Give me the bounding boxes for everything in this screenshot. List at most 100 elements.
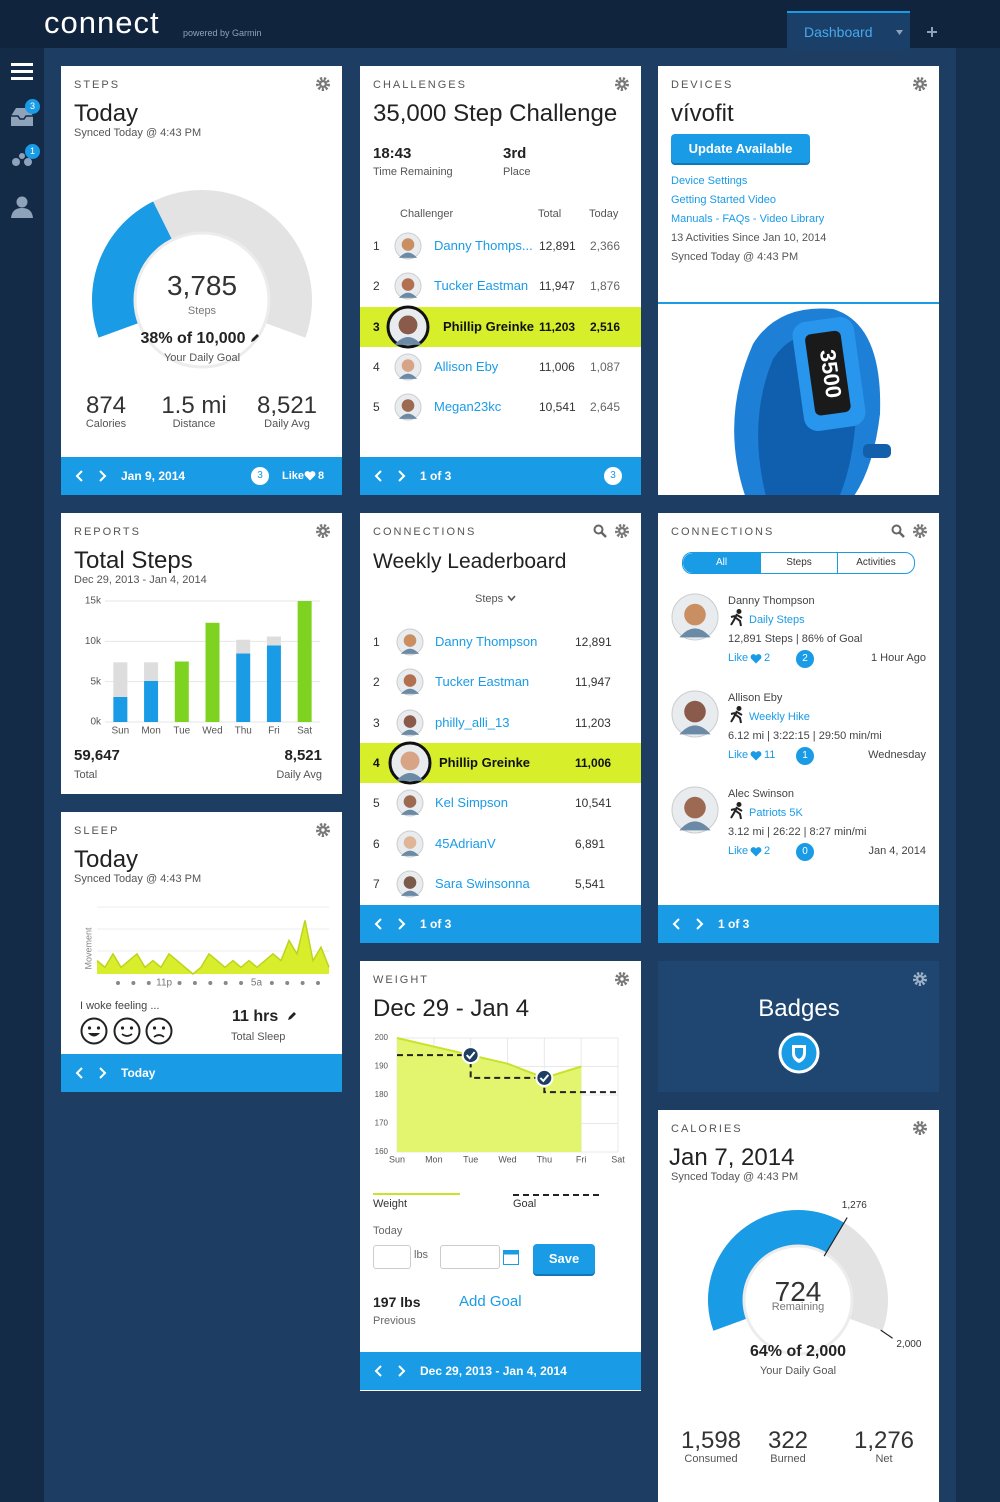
time-dot [192,981,197,985]
avatar[interactable] [396,668,424,696]
bar [205,622,220,722]
save-button[interactable]: Save [533,1244,595,1274]
activity-icon [730,705,743,723]
next-arrow[interactable] [397,918,406,930]
avatar[interactable] [396,709,424,737]
filter-tab[interactable]: All [683,553,760,573]
like-button[interactable]: Like [728,652,749,664]
like-button[interactable]: Like [728,748,749,761]
edit-icon[interactable] [250,333,260,343]
calendar-icon[interactable] [503,1248,519,1265]
dashboard-tab[interactable]: Dashboard [787,11,910,50]
challenger-name[interactable]: Danny Thomps... [434,238,533,253]
prev-arrow[interactable] [75,1067,84,1079]
avatar[interactable] [671,593,719,641]
mood-face[interactable] [113,1017,141,1045]
mood-face[interactable] [80,1017,108,1045]
settings-gear[interactable] [615,972,629,986]
prev-arrow[interactable] [672,918,681,930]
filter-tab[interactable]: Steps [760,553,837,573]
avatar[interactable] [396,870,424,898]
next-arrow[interactable] [98,1067,107,1079]
prev-arrow[interactable] [374,1365,383,1377]
avatar[interactable] [394,353,422,381]
update-button[interactable]: Update Available [671,134,810,163]
device-link[interactable]: Getting Started Video [671,194,776,206]
dropdown-caret[interactable] [507,595,516,602]
comment-count[interactable]: 2 [796,650,814,668]
weight-input[interactable] [373,1245,411,1269]
menu-icon[interactable] [11,63,33,81]
next-arrow[interactable] [98,470,107,482]
next-arrow[interactable] [695,918,704,930]
prev-arrow[interactable] [75,470,84,482]
card-title: Badges [758,995,840,1022]
challenger-name[interactable]: Allison Eby [434,358,499,374]
prev-arrow[interactable] [374,470,383,482]
connections-icon[interactable] [11,152,33,168]
badge-icon[interactable] [778,1032,820,1074]
activity-link[interactable]: Patriots 5K [749,807,803,819]
avatar[interactable] [396,830,424,858]
member-name[interactable]: Sara Swinsonna [435,875,530,891]
member-name[interactable]: Tucker Eastman [435,674,530,690]
prev-arrow[interactable] [374,918,383,930]
connections-badge[interactable]: 1 [25,144,40,159]
challenger-name[interactable]: Tucker Eastman [434,278,529,294]
add-tab[interactable] [927,27,937,37]
avatar[interactable] [394,272,422,300]
inbox-badge[interactable]: 3 [25,99,40,114]
comment-count[interactable]: 0 [796,843,814,861]
activity-link[interactable]: Weekly Hike [749,710,810,723]
search-icon[interactable] [891,524,905,538]
member-name[interactable]: Danny Thompson [435,634,538,649]
search-icon[interactable] [593,524,607,538]
member-name[interactable]: philly_alli_13 [435,714,510,730]
activity-link[interactable]: Daily Steps [749,614,805,626]
challenger-name[interactable]: Phillip Greinke [443,318,535,334]
settings-gear[interactable] [913,972,927,986]
settings-gear[interactable] [316,77,330,91]
mood-face[interactable] [145,1017,173,1045]
settings-gear[interactable] [316,524,330,538]
tab-dropdown[interactable] [896,30,903,35]
avatar[interactable] [386,305,430,349]
comment-count[interactable]: 1 [796,746,814,765]
rank: 1 [373,239,380,253]
device-link[interactable]: Manuals - FAQs - Video Library [671,213,825,225]
next-arrow[interactable] [397,470,406,482]
avatar[interactable] [396,628,424,656]
avatar[interactable] [671,786,719,834]
avatar[interactable] [394,393,422,421]
settings-gear[interactable] [615,77,629,91]
member-name[interactable]: 45AdrianV [435,835,496,851]
metric-dropdown[interactable]: Steps [475,593,504,605]
profile-icon[interactable] [11,196,33,218]
device-link[interactable]: Device Settings [671,175,748,187]
member-name[interactable]: Phillip Greinke [439,754,531,770]
avatar[interactable] [671,690,719,738]
settings-gear[interactable] [615,524,629,538]
like-button[interactable]: Like [282,470,305,482]
settings-gear[interactable] [913,1121,927,1135]
next-arrow[interactable] [397,1365,406,1377]
settings-gear[interactable] [913,77,927,91]
comment-count[interactable]: 3 [604,467,622,485]
avatar[interactable] [388,741,432,785]
edit-icon[interactable] [287,1011,297,1021]
avatar[interactable] [394,232,422,260]
filter-tab[interactable]: Activities [837,553,914,573]
goal-caption: Your Daily Goal [759,1365,837,1377]
like-button[interactable]: Like [728,845,749,857]
settings-gear[interactable] [316,823,330,837]
tab-label[interactable]: Dashboard [804,24,873,40]
avatar[interactable] [396,789,424,817]
add-goal[interactable]: Add Goal [459,1293,522,1310]
avatar-part [684,700,706,722]
member-name[interactable]: Kel Simpson [435,795,508,811]
challenger-name[interactable]: Megan23kc [434,399,502,415]
date-input[interactable] [440,1245,500,1269]
settings-gear[interactable] [913,524,927,538]
comment-count[interactable]: 3 [251,467,269,485]
